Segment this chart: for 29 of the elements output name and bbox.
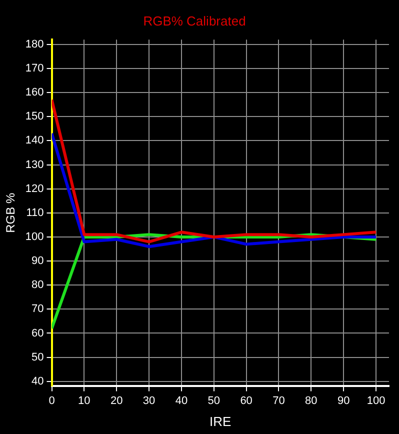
y-tick-label: 40: [32, 375, 44, 388]
x-axis-title: IRE: [210, 414, 232, 429]
y-tick-label: 140: [25, 134, 44, 147]
x-tick-label: 90: [337, 394, 350, 407]
y-tick-label: 60: [32, 327, 44, 340]
y-tick-label: 70: [32, 303, 44, 316]
y-tick-label: 80: [32, 279, 44, 292]
x-tick-label: 30: [142, 394, 156, 407]
y-tick-label: 150: [25, 110, 44, 123]
x-tick-label: 0: [48, 394, 55, 407]
y-tick-label: 100: [25, 231, 44, 243]
x-tick-label: 20: [110, 394, 123, 407]
y-tick-label: 50: [32, 351, 44, 364]
y-tick-label: 110: [26, 206, 44, 219]
x-tick-label: 50: [208, 394, 220, 407]
y-tick-label: 130: [25, 158, 44, 171]
y-tick-label: 120: [25, 182, 44, 195]
x-tick-label: 70: [272, 394, 285, 407]
y-tick-label: 170: [25, 62, 44, 75]
y-tick-label: 90: [32, 255, 44, 268]
y-tick-label: 160: [25, 86, 44, 99]
chart-title: RGB% Calibrated: [143, 13, 246, 28]
x-tick-label: 40: [175, 394, 188, 407]
x-tick-label: 100: [366, 394, 386, 407]
x-tick-label: 80: [305, 394, 318, 407]
x-tick-label: 10: [78, 394, 90, 407]
y-axis-title: RGB %: [4, 192, 18, 233]
y-tick-label: 180: [25, 38, 44, 50]
x-tick-label: 60: [240, 394, 252, 407]
